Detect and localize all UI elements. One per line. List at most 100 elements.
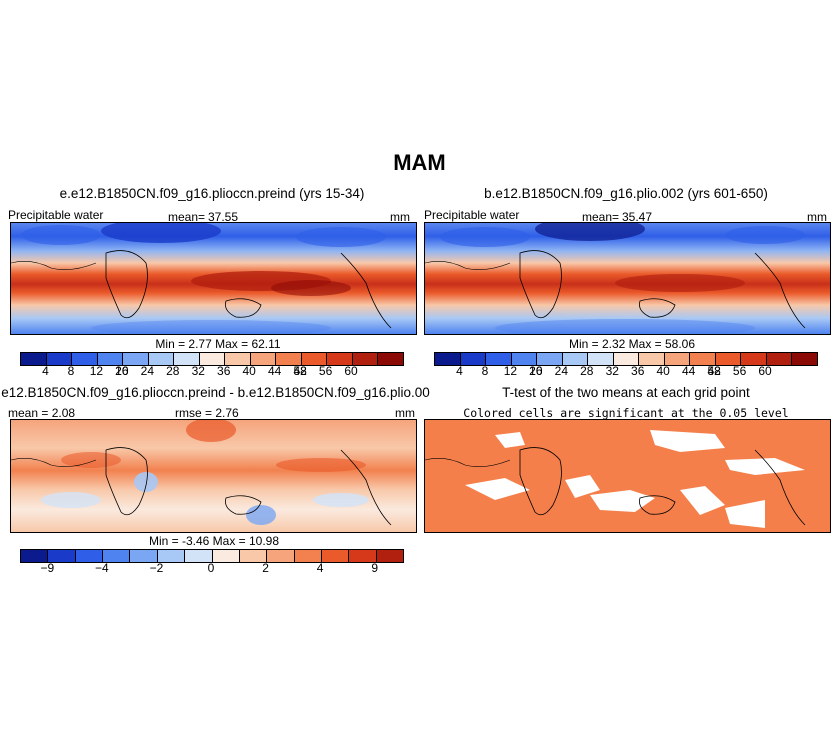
panel1-colorbar-tick-label: 44 bbox=[267, 364, 282, 378]
panel2-colorbar-swatch bbox=[537, 353, 563, 365]
panel3-colorbar-swatch bbox=[349, 550, 377, 562]
panel2-colorbar-swatch bbox=[562, 353, 589, 365]
panel2-colorbar-swatch bbox=[588, 353, 614, 365]
panel3-map-field bbox=[11, 420, 416, 532]
panel2-mean-value: 35.47 bbox=[622, 210, 653, 224]
panel2-unit: mm bbox=[807, 210, 827, 224]
panel2-colorbar-tick-label: 20 bbox=[529, 364, 543, 378]
panel3-colorbar-swatch bbox=[75, 550, 104, 562]
panel3-colorbar-tick-label: −4 bbox=[95, 561, 109, 575]
panel4-title: T-test of the two means at each grid poi… bbox=[502, 385, 750, 400]
panel3-min-max: Min = -3.46 Max = 10.98 bbox=[148, 534, 280, 548]
panel2-colorbar-tick-label: 52 bbox=[707, 364, 721, 378]
panel1-title: e.e12.B1850CN.f09_g16.plioccn.preind (yr… bbox=[59, 186, 365, 201]
panel2-colorbar-tick-label: 16 bbox=[529, 364, 543, 378]
panel1-colorbar-tick-label: 36 bbox=[217, 364, 231, 378]
panel2-colorbar-tick-label: 60 bbox=[758, 364, 772, 378]
panel1-colorbar bbox=[20, 352, 404, 366]
panel2-map bbox=[424, 222, 831, 335]
panel1-map-field bbox=[11, 223, 416, 334]
panel2-colorbar-swatch bbox=[435, 353, 461, 365]
panel3-colorbar-swatch bbox=[130, 550, 158, 562]
panel1-colorbar-tick-label: 32 bbox=[191, 364, 205, 378]
panel3-title: e.e12.B1850CN.f09_g16.plioccn.preind - b… bbox=[0, 385, 430, 400]
panel2-colorbar-tick-label: 48 bbox=[707, 364, 721, 378]
panel1-colorbar-swatch bbox=[97, 353, 124, 365]
panel1-colorbar-swatch bbox=[199, 353, 226, 365]
panel1-colorbar-swatch bbox=[21, 353, 47, 365]
panel2-colorbar-swatch bbox=[639, 353, 665, 365]
panel2-title: b.e12.B1850CN.f09_g16.plio.002 (yrs 601-… bbox=[484, 186, 768, 201]
panel1-colorbar-tick-label: 40 bbox=[242, 364, 256, 378]
panel1-colorbar-tick-label: 56 bbox=[318, 364, 333, 378]
panel3-colorbar-swatch bbox=[185, 550, 213, 562]
panel1-mean-value: 37.55 bbox=[208, 210, 239, 224]
panel1-colorbar-tick-label: 16 bbox=[115, 364, 129, 378]
panel4-subtitle: Colored cells are significant at the 0.0… bbox=[463, 406, 789, 420]
panel2-colorbar-tick-label: 36 bbox=[631, 364, 645, 378]
panel3-colorbar-tick-label: 4 bbox=[316, 561, 324, 575]
panel2-colorbar-swatch bbox=[715, 353, 742, 365]
panel2-colorbar-tick-label: 4 bbox=[456, 364, 463, 378]
panel2-colorbar-swatch bbox=[613, 353, 640, 365]
panel2-colorbar-tick-label: 24 bbox=[554, 364, 569, 378]
panel2-colorbar-tick-label: 44 bbox=[681, 364, 696, 378]
panel2-colorbar-swatch bbox=[690, 353, 716, 365]
panel3-colorbar-swatch bbox=[294, 550, 322, 562]
panel1-colorbar-tick-label: 8 bbox=[67, 364, 75, 378]
panel2-colorbar bbox=[434, 352, 818, 366]
panel3-colorbar-tick-label: 2 bbox=[262, 561, 269, 575]
panel1-colorbar-swatch bbox=[301, 353, 328, 365]
panel2-colorbar-tick-label: 8 bbox=[481, 364, 489, 378]
panel2-mean-label: mean= bbox=[582, 210, 620, 224]
panel3-colorbar-labels: −9 −4 −2 0 2 4 9 bbox=[20, 561, 402, 575]
panel1-colorbar-swatch bbox=[46, 353, 73, 365]
panel1-colorbar-swatch bbox=[327, 353, 353, 365]
panel2-colorbar-swatch bbox=[664, 353, 691, 365]
panel1-map bbox=[10, 222, 417, 335]
panel2-colorbar-swatch bbox=[486, 353, 512, 365]
panel3-colorbar bbox=[20, 549, 404, 563]
panel3-colorbar-tick-label: 0 bbox=[207, 561, 215, 575]
panel3-colorbar-tick-label: −9 bbox=[40, 561, 55, 575]
panel1-variable-label: Precipitable water bbox=[8, 208, 104, 222]
panel2-colorbar-swatch bbox=[741, 353, 767, 365]
panel1-colorbar-tick-label: 24 bbox=[140, 364, 155, 378]
panel1-min-max: Min = 2.77 Max = 62.11 bbox=[155, 337, 281, 351]
panel2-colorbar-tick-label: 32 bbox=[605, 364, 619, 378]
panel1-colorbar-tick-label: 4 bbox=[42, 364, 49, 378]
panel1-colorbar-swatch bbox=[148, 353, 175, 365]
panel2-colorbar-labels: 4 8 12 16 20 24 28 32 36 40 44 48 52 56 60 bbox=[434, 364, 816, 378]
panel2-colorbar-tick-label: 28 bbox=[580, 364, 594, 378]
panel2-colorbar-tick-label: 40 bbox=[656, 364, 670, 378]
panel2-colorbar-swatch bbox=[511, 353, 538, 365]
panel1-colorbar-swatch bbox=[250, 353, 277, 365]
panel1-colorbar-swatch bbox=[352, 353, 379, 365]
panel4-map bbox=[424, 419, 831, 533]
panel2-map-field bbox=[425, 223, 830, 334]
panel3-colorbar-swatch bbox=[321, 550, 350, 562]
panel1-colorbar-labels: 4 8 12 16 20 24 28 32 36 40 44 48 52 56 60 bbox=[20, 364, 402, 378]
panel3-colorbar-tick-label: 9 bbox=[371, 561, 379, 575]
panel1-colorbar-swatch bbox=[72, 353, 98, 365]
panel3-colorbar-swatch bbox=[267, 550, 295, 562]
panel1-colorbar-tick-label: 48 bbox=[293, 364, 307, 378]
panel3-colorbar-tick-label: −2 bbox=[149, 561, 164, 575]
panel2-min-max: Min = 2.32 Max = 58.06 bbox=[568, 337, 696, 351]
panel3-unit: mm bbox=[395, 406, 415, 420]
panel3-colorbar-swatch bbox=[103, 550, 131, 562]
panel1-colorbar-tick-label: 60 bbox=[344, 364, 358, 378]
panel1-colorbar-swatch bbox=[378, 353, 403, 365]
panel3-colorbar-swatch bbox=[376, 550, 404, 562]
panel2-variable-label: Precipitable water bbox=[424, 208, 520, 222]
panel1-unit: mm bbox=[390, 210, 410, 224]
panel1-colorbar-swatch bbox=[123, 353, 149, 365]
panel3-map bbox=[10, 419, 417, 533]
panel2-colorbar-tick-label: 12 bbox=[503, 364, 518, 378]
panel2-colorbar-swatch bbox=[766, 353, 793, 365]
panel1-colorbar-swatch bbox=[276, 353, 302, 365]
panel2-colorbar-tick-label: 56 bbox=[732, 364, 747, 378]
panel3-colorbar-swatch bbox=[48, 550, 76, 562]
panel1-colorbar-tick-label: 52 bbox=[293, 364, 307, 378]
panel1-colorbar-tick-label: 12 bbox=[89, 364, 104, 378]
